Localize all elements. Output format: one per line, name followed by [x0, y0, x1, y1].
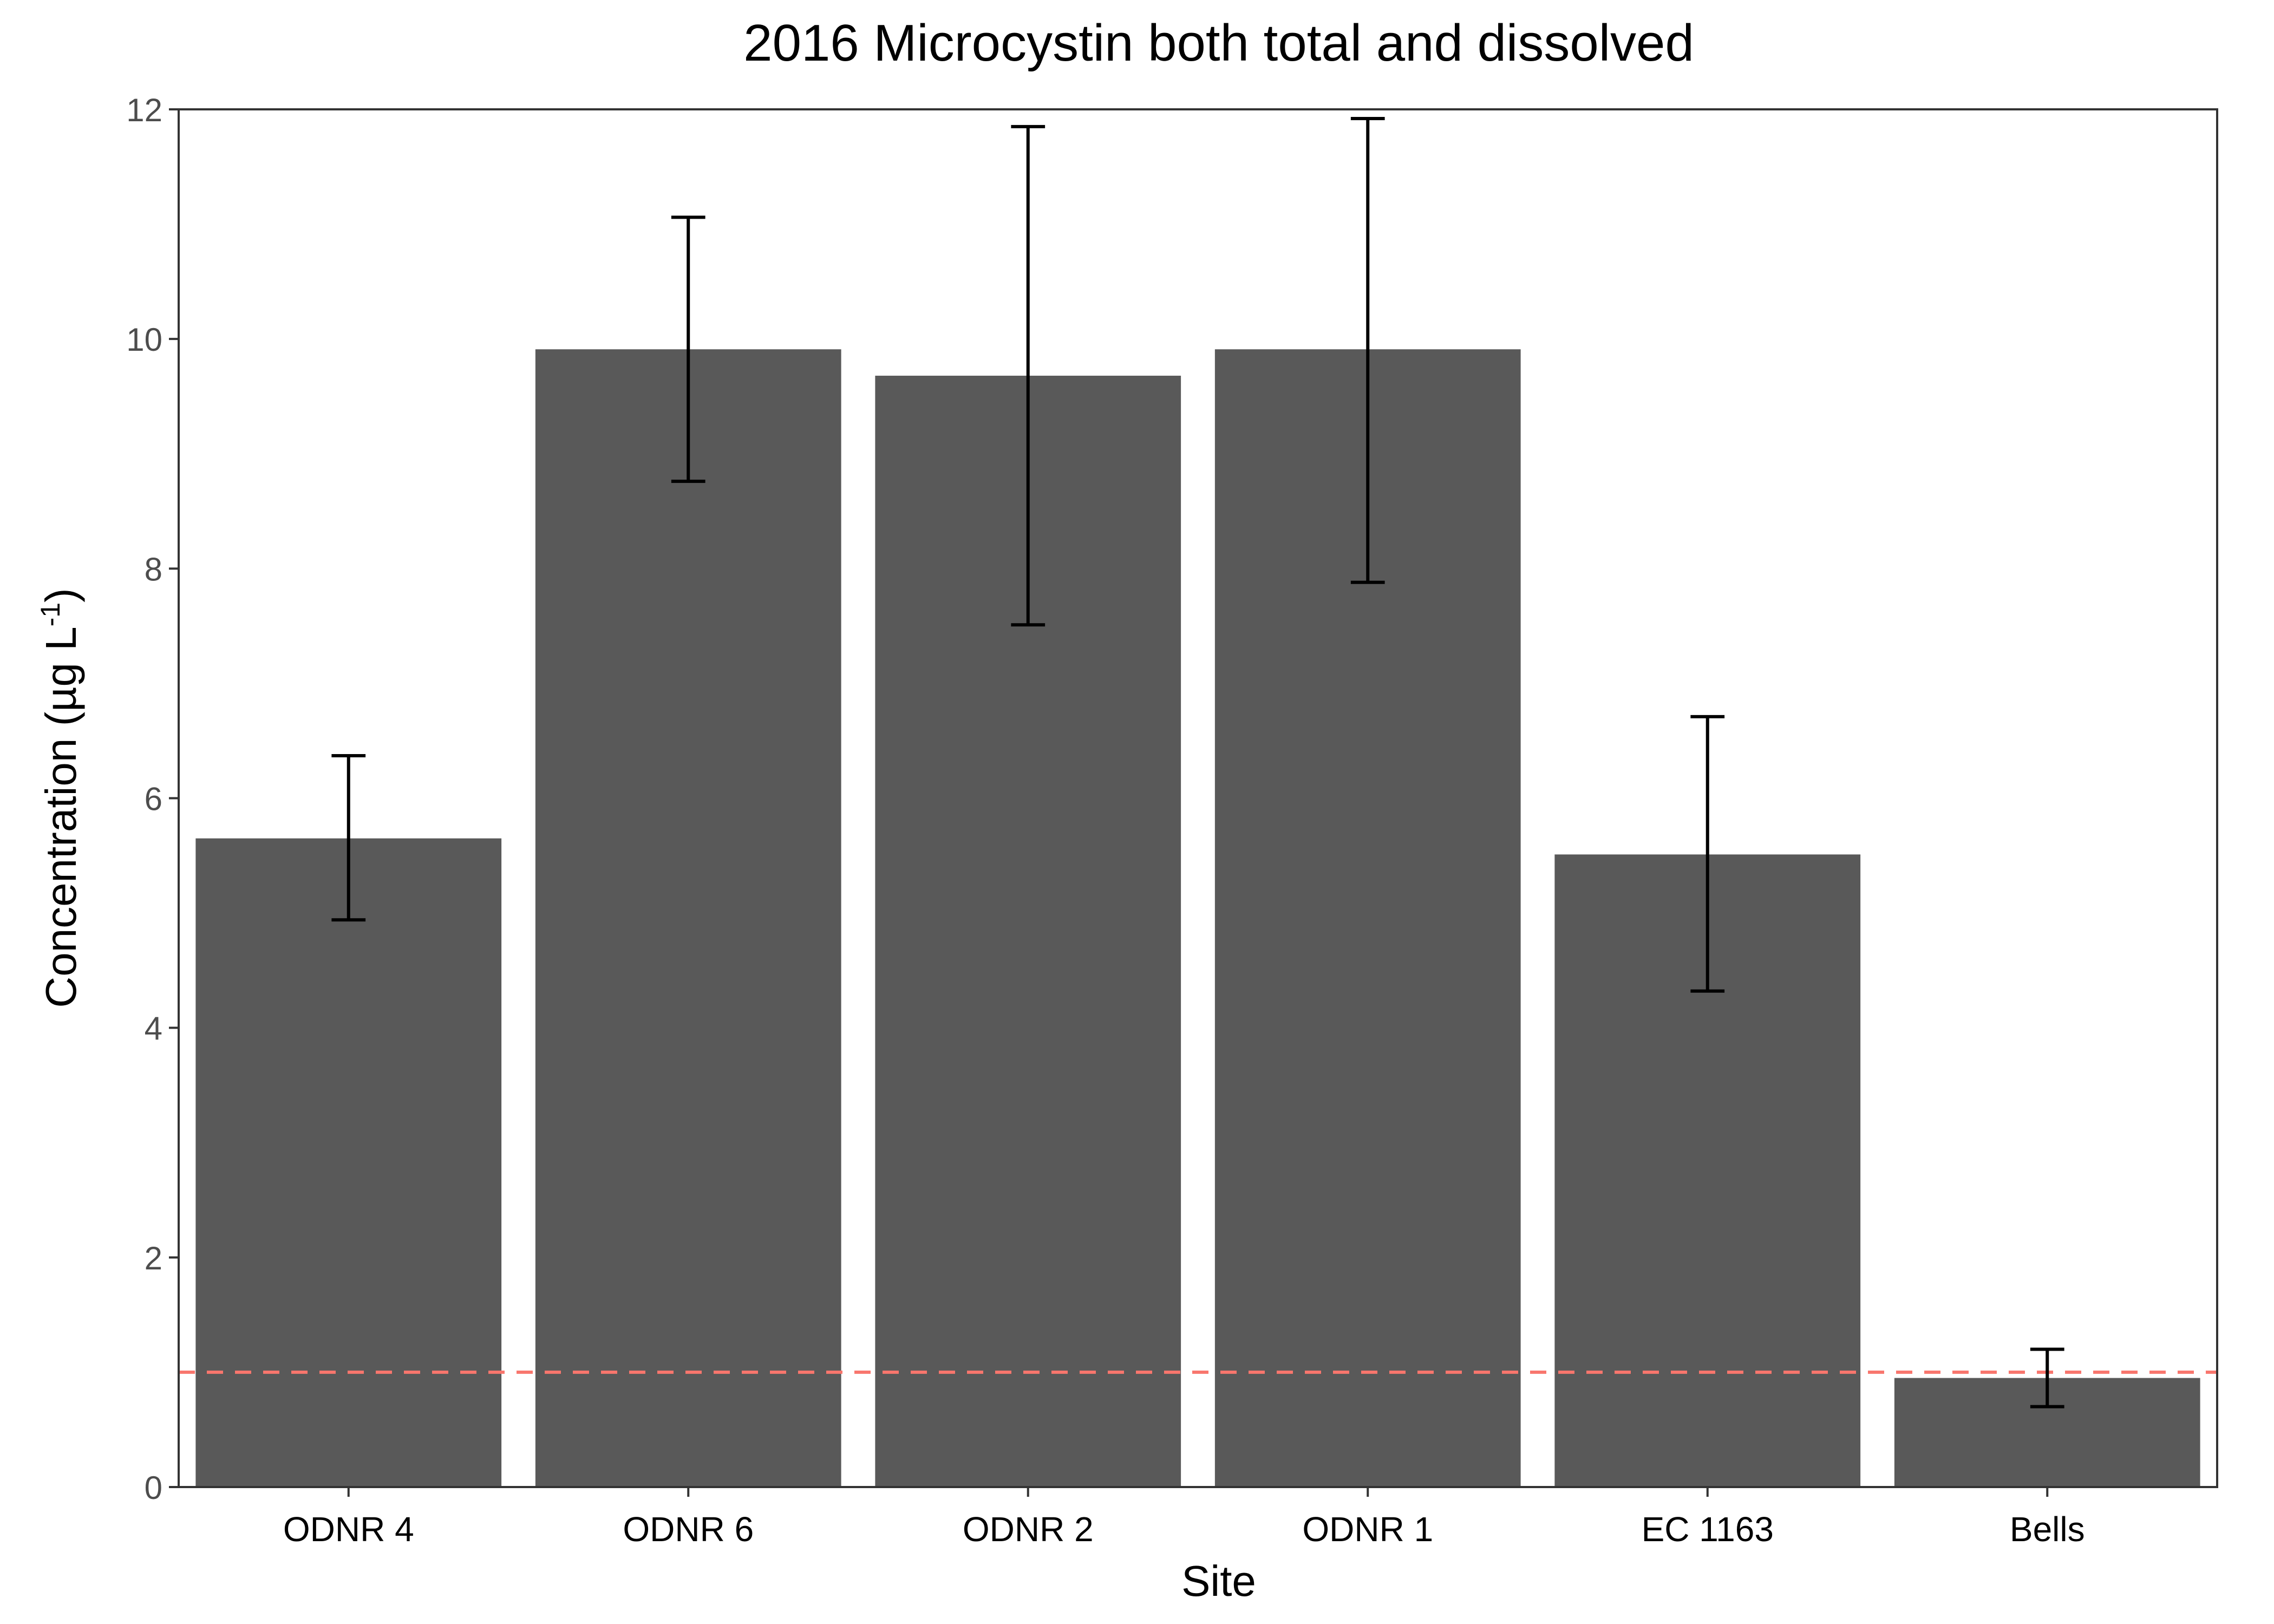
bar: [195, 838, 502, 1487]
error-bar: [1350, 116, 1385, 584]
y-axis-title-main: Concentration (µg L: [37, 626, 85, 1007]
y-tick-label: 8: [145, 551, 162, 587]
y-tick-label: 4: [145, 1011, 162, 1047]
y-axis-title-superscript: -1: [35, 603, 66, 626]
error-bar: [331, 754, 366, 922]
error-bar: [671, 215, 705, 483]
error-bar: [1690, 715, 1725, 993]
x-tick-label: EC 1163: [1642, 1510, 1774, 1549]
y-tick-label: 0: [145, 1470, 162, 1506]
error-bar: [2030, 1347, 2064, 1409]
chart-title: 2016 Microcystin both total and dissolve…: [743, 14, 1694, 72]
y-tick-label: 12: [126, 92, 162, 128]
x-tick-label: ODNR 4: [283, 1510, 414, 1549]
x-axis-title: Site: [1181, 1557, 1256, 1605]
x-tick-label: ODNR 2: [963, 1510, 1094, 1549]
axes: 0 2 4 6 8 10 12 ODNR 4 ODNR 6 ODNR 2 ODNR 1 EC 1163…: [126, 92, 2084, 1549]
y-axis-title: Concentration (µg L-1): [35, 588, 85, 1007]
error-bar: [1011, 125, 1045, 627]
bar: [535, 349, 841, 1487]
y-tick-label: 6: [145, 781, 162, 817]
y-axis-title-suffix: ): [37, 588, 85, 603]
plot-area: [179, 116, 2217, 1488]
x-tick-label: ODNR 1: [1302, 1510, 1433, 1549]
y-tick-label: 2: [145, 1240, 162, 1276]
y-tick-label: 10: [126, 322, 162, 358]
x-tick-label: Bells: [2010, 1510, 2085, 1549]
x-tick-label: ODNR 6: [623, 1510, 754, 1549]
